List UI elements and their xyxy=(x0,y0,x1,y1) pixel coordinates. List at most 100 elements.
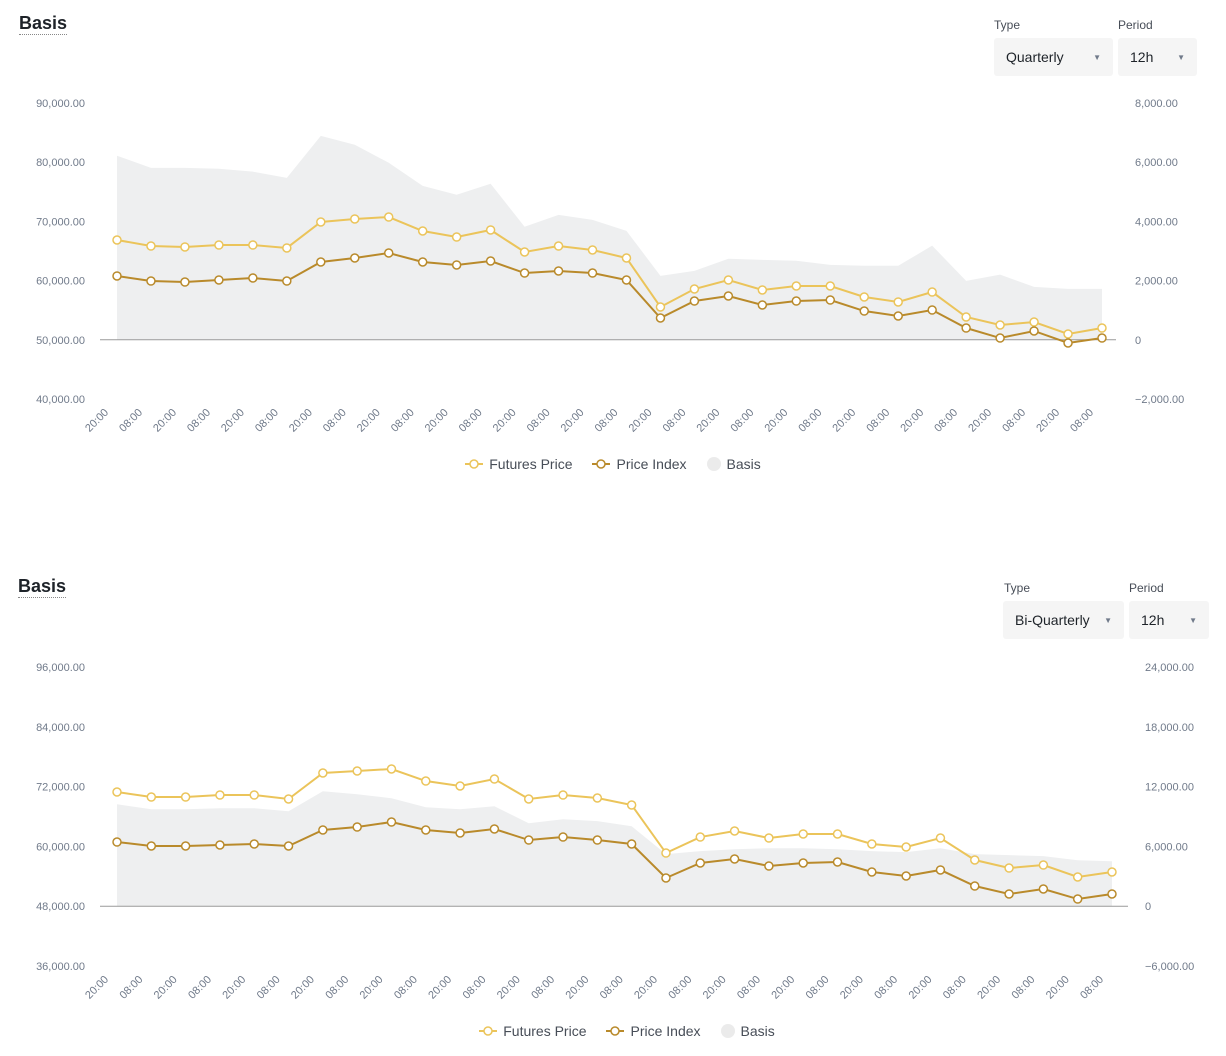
futures-price-point xyxy=(558,790,568,800)
type-dropdown[interactable]: Bi-Quarterly ▼ xyxy=(1003,601,1124,639)
price-index-point xyxy=(558,832,568,842)
futures-price-point xyxy=(1072,872,1083,882)
price-index-point xyxy=(689,296,700,306)
type-dropdown[interactable]: Quarterly ▼ xyxy=(994,38,1113,76)
left-tick-label: 80,000.00 xyxy=(36,157,85,169)
futures-price-point xyxy=(282,243,292,253)
futures-price-point xyxy=(523,794,534,804)
price-index-point xyxy=(901,871,911,881)
futures-line-marker-icon xyxy=(479,1026,498,1036)
left-tick-label: 96,000.00 xyxy=(36,662,85,674)
period-dropdown[interactable]: 12h ▼ xyxy=(1118,38,1197,76)
period-label: Period xyxy=(1129,581,1164,595)
panel-title: Basis xyxy=(19,13,68,35)
futures-line-marker-icon xyxy=(465,459,484,469)
price-index-point xyxy=(553,266,564,276)
x-tick-label: 08:00 xyxy=(864,407,892,435)
futures-price-point xyxy=(798,829,808,839)
legend-futures-price[interactable]: Futures Price xyxy=(479,1023,586,1039)
x-tick-label: 20:00 xyxy=(426,974,454,1002)
x-tick-label: 20:00 xyxy=(151,407,179,435)
right-tick-label: 12,000.00 xyxy=(1145,782,1194,794)
x-tick-label: 08:00 xyxy=(593,407,621,435)
caret-down-icon: ▼ xyxy=(1189,615,1197,625)
legend-basis[interactable]: Basis xyxy=(706,456,761,472)
futures-price-point xyxy=(927,287,937,297)
x-tick-label: 08:00 xyxy=(598,974,626,1002)
price-index-point xyxy=(970,881,980,891)
basis-area xyxy=(117,135,1102,340)
futures-price-point xyxy=(970,855,980,865)
futures-price-point xyxy=(214,240,224,250)
futures-price-point xyxy=(455,781,465,791)
futures-price-point xyxy=(417,226,428,236)
basis-dot-icon xyxy=(720,1024,735,1038)
legend-price-index[interactable]: Price Index xyxy=(592,456,687,472)
futures-price-point xyxy=(832,829,843,839)
basis-chart: 96,000.00 84,000.00 72,000.00 60,000.00 48,0… xyxy=(36,662,1194,1002)
x-tick-label: 20:00 xyxy=(627,407,655,435)
price-index-point xyxy=(180,277,190,287)
futures-price-point xyxy=(587,245,598,255)
x-tick-label: 08:00 xyxy=(735,974,763,1002)
price-index-point xyxy=(112,271,122,281)
price-index-point xyxy=(723,291,734,301)
x-tick-label: 20:00 xyxy=(289,974,317,1002)
futures-price-point xyxy=(893,297,903,307)
price-index-point xyxy=(626,839,637,849)
x-tick-label: 20:00 xyxy=(355,407,383,435)
futures-price-point xyxy=(723,275,734,285)
left-tick-label: 50,000.00 xyxy=(36,335,85,347)
price-index-point xyxy=(283,841,294,851)
basis-chart: 90,000.00 80,000.00 70,000.00 60,000.00 50,0… xyxy=(36,98,1184,435)
period-dropdown[interactable]: 12h ▼ xyxy=(1129,601,1209,639)
x-tick-label: 20:00 xyxy=(701,974,729,1002)
price-index-point xyxy=(386,817,397,827)
x-tick-label: 20:00 xyxy=(152,974,180,1002)
x-tick-label: 08:00 xyxy=(729,407,757,435)
legend-label: Futures Price xyxy=(503,1023,587,1039)
price-index-point xyxy=(485,256,496,266)
legend-label: Futures Price xyxy=(489,456,573,472)
futures-price-point xyxy=(661,848,671,858)
futures-price-point xyxy=(489,774,500,784)
legend-price-index[interactable]: Price Index xyxy=(606,1023,701,1039)
futures-price-point xyxy=(215,790,225,800)
x-tick-label: 20:00 xyxy=(769,974,797,1002)
x-tick-label: 20:00 xyxy=(491,407,519,435)
x-tick-label: 20:00 xyxy=(907,974,935,1002)
x-tick-label: 08:00 xyxy=(185,407,213,435)
price-index-point xyxy=(1063,338,1073,348)
x-tick-label: 08:00 xyxy=(186,974,214,1002)
price-index-point xyxy=(215,840,225,850)
futures-price-point xyxy=(655,302,666,312)
type-value: Bi-Quarterly xyxy=(1015,612,1090,628)
left-tick-label: 60,000.00 xyxy=(36,276,85,288)
futures-price-line xyxy=(116,216,1103,336)
x-tick-label: 20:00 xyxy=(898,407,926,435)
left-tick-label: 60,000.00 xyxy=(36,841,85,853)
period-label: Period xyxy=(1118,18,1153,32)
index-line-marker-icon xyxy=(606,1026,625,1036)
futures-price-point xyxy=(553,241,564,251)
x-tick-label: 20:00 xyxy=(287,407,315,435)
left-tick-label: 40,000.00 xyxy=(36,394,85,406)
left-tick-label: 72,000.00 xyxy=(36,782,85,794)
legend-basis[interactable]: Basis xyxy=(720,1023,775,1039)
left-tick-label: 36,000.00 xyxy=(36,961,85,973)
x-tick-label: 20:00 xyxy=(838,974,866,1002)
futures-price-point xyxy=(1038,860,1049,870)
futures-price-line xyxy=(116,767,1113,879)
futures-price-point xyxy=(689,284,700,294)
period-value: 12h xyxy=(1130,49,1154,65)
type-value: Quarterly xyxy=(1006,49,1064,65)
futures-price-point xyxy=(995,320,1005,330)
x-tick-label: 20:00 xyxy=(1044,974,1072,1002)
futures-price-point xyxy=(386,764,397,774)
price-index-point xyxy=(695,858,706,868)
x-tick-label: 08:00 xyxy=(323,974,351,1002)
price-index-point xyxy=(621,275,632,285)
price-index-point xyxy=(1004,889,1014,899)
legend-futures-price[interactable]: Futures Price xyxy=(465,456,572,472)
futures-price-point xyxy=(764,833,774,843)
